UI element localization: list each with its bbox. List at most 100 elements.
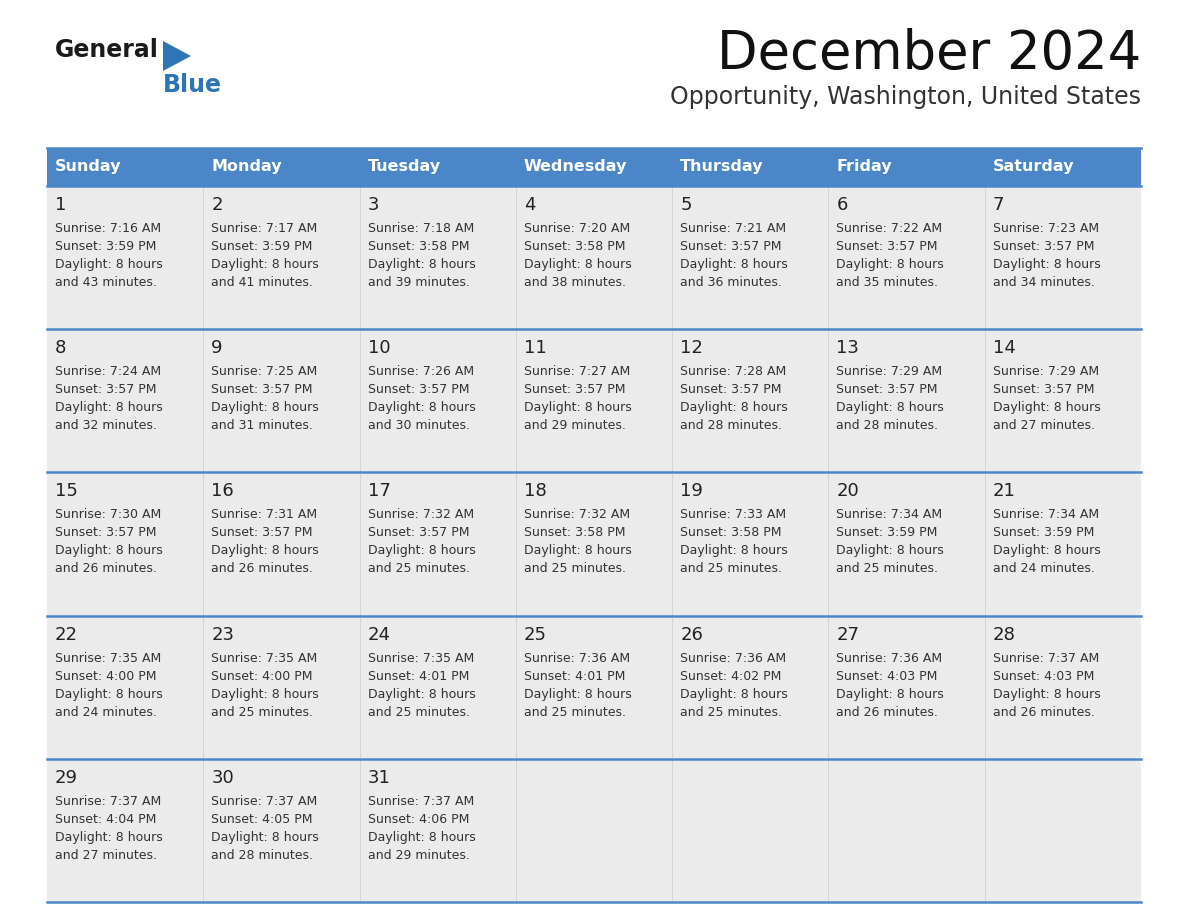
- Text: Sunset: 3:57 PM: Sunset: 3:57 PM: [211, 526, 312, 540]
- Text: 6: 6: [836, 196, 848, 214]
- Text: Daylight: 8 hours: Daylight: 8 hours: [681, 401, 788, 414]
- Text: Monday: Monday: [211, 160, 282, 174]
- Text: 24: 24: [367, 625, 391, 644]
- Text: Daylight: 8 hours: Daylight: 8 hours: [993, 258, 1100, 271]
- Text: Daylight: 8 hours: Daylight: 8 hours: [55, 688, 163, 700]
- Text: Tuesday: Tuesday: [367, 160, 441, 174]
- Text: 19: 19: [681, 482, 703, 500]
- Text: 25: 25: [524, 625, 546, 644]
- Text: Daylight: 8 hours: Daylight: 8 hours: [993, 544, 1100, 557]
- Text: 4: 4: [524, 196, 536, 214]
- Text: Sunrise: 7:25 AM: Sunrise: 7:25 AM: [211, 365, 317, 378]
- Text: Friday: Friday: [836, 160, 892, 174]
- Text: Sunset: 3:57 PM: Sunset: 3:57 PM: [367, 383, 469, 397]
- Text: 20: 20: [836, 482, 859, 500]
- Text: 11: 11: [524, 339, 546, 357]
- Text: Sunset: 3:58 PM: Sunset: 3:58 PM: [524, 526, 625, 540]
- Text: 26: 26: [681, 625, 703, 644]
- Text: General: General: [55, 38, 159, 62]
- Text: Sunrise: 7:17 AM: Sunrise: 7:17 AM: [211, 222, 317, 235]
- Text: Sunrise: 7:28 AM: Sunrise: 7:28 AM: [681, 365, 786, 378]
- Text: and 43 minutes.: and 43 minutes.: [55, 276, 157, 289]
- Text: and 41 minutes.: and 41 minutes.: [211, 276, 314, 289]
- Text: and 34 minutes.: and 34 minutes.: [993, 276, 1094, 289]
- Text: Daylight: 8 hours: Daylight: 8 hours: [681, 544, 788, 557]
- Text: Sunset: 3:57 PM: Sunset: 3:57 PM: [211, 383, 312, 397]
- Text: Daylight: 8 hours: Daylight: 8 hours: [836, 544, 944, 557]
- Text: 18: 18: [524, 482, 546, 500]
- Text: Daylight: 8 hours: Daylight: 8 hours: [211, 258, 320, 271]
- Bar: [48, 759, 1140, 902]
- Text: and 30 minutes.: and 30 minutes.: [367, 420, 469, 432]
- Text: 9: 9: [211, 339, 223, 357]
- Text: and 25 minutes.: and 25 minutes.: [681, 563, 782, 576]
- Text: Sunset: 4:01 PM: Sunset: 4:01 PM: [367, 669, 469, 683]
- Text: 15: 15: [55, 482, 78, 500]
- Bar: [48, 148, 1140, 186]
- Text: and 26 minutes.: and 26 minutes.: [55, 563, 157, 576]
- Text: and 29 minutes.: and 29 minutes.: [524, 420, 626, 432]
- Text: Daylight: 8 hours: Daylight: 8 hours: [524, 258, 632, 271]
- Text: and 24 minutes.: and 24 minutes.: [55, 706, 157, 719]
- Text: Daylight: 8 hours: Daylight: 8 hours: [836, 258, 944, 271]
- Text: Sunset: 3:59 PM: Sunset: 3:59 PM: [55, 240, 157, 253]
- Text: Sunrise: 7:23 AM: Sunrise: 7:23 AM: [993, 222, 1099, 235]
- Text: Daylight: 8 hours: Daylight: 8 hours: [367, 688, 475, 700]
- Text: and 31 minutes.: and 31 minutes.: [211, 420, 314, 432]
- Text: and 27 minutes.: and 27 minutes.: [55, 849, 157, 862]
- Text: Sunrise: 7:32 AM: Sunrise: 7:32 AM: [367, 509, 474, 521]
- Text: Sunrise: 7:20 AM: Sunrise: 7:20 AM: [524, 222, 630, 235]
- Text: 23: 23: [211, 625, 234, 644]
- Text: 10: 10: [367, 339, 390, 357]
- Text: and 25 minutes.: and 25 minutes.: [524, 563, 626, 576]
- Text: and 38 minutes.: and 38 minutes.: [524, 276, 626, 289]
- Text: 1: 1: [55, 196, 67, 214]
- Text: Sunrise: 7:33 AM: Sunrise: 7:33 AM: [681, 509, 786, 521]
- Text: Sunrise: 7:24 AM: Sunrise: 7:24 AM: [55, 365, 162, 378]
- Text: 29: 29: [55, 768, 78, 787]
- Text: Sunset: 3:58 PM: Sunset: 3:58 PM: [524, 240, 625, 253]
- Text: Sunset: 3:57 PM: Sunset: 3:57 PM: [993, 383, 1094, 397]
- Text: and 26 minutes.: and 26 minutes.: [993, 706, 1094, 719]
- Text: Daylight: 8 hours: Daylight: 8 hours: [836, 401, 944, 414]
- Bar: [48, 186, 1140, 330]
- Text: and 26 minutes.: and 26 minutes.: [211, 563, 314, 576]
- Text: Sunrise: 7:37 AM: Sunrise: 7:37 AM: [367, 795, 474, 808]
- Text: 2: 2: [211, 196, 223, 214]
- Text: 14: 14: [993, 339, 1016, 357]
- Bar: [48, 616, 1140, 759]
- Text: Sunset: 3:57 PM: Sunset: 3:57 PM: [681, 383, 782, 397]
- Text: Sunrise: 7:37 AM: Sunrise: 7:37 AM: [993, 652, 1099, 665]
- Text: Sunset: 4:00 PM: Sunset: 4:00 PM: [211, 669, 312, 683]
- Text: Daylight: 8 hours: Daylight: 8 hours: [367, 544, 475, 557]
- Text: Sunset: 3:59 PM: Sunset: 3:59 PM: [993, 526, 1094, 540]
- Text: Sunset: 4:03 PM: Sunset: 4:03 PM: [993, 669, 1094, 683]
- Text: Sunset: 4:01 PM: Sunset: 4:01 PM: [524, 669, 625, 683]
- Text: Sunrise: 7:35 AM: Sunrise: 7:35 AM: [211, 652, 317, 665]
- Text: 12: 12: [681, 339, 703, 357]
- Text: Daylight: 8 hours: Daylight: 8 hours: [55, 831, 163, 844]
- Text: Sunrise: 7:36 AM: Sunrise: 7:36 AM: [836, 652, 942, 665]
- Text: 22: 22: [55, 625, 78, 644]
- Text: Sunrise: 7:31 AM: Sunrise: 7:31 AM: [211, 509, 317, 521]
- Text: and 25 minutes.: and 25 minutes.: [836, 563, 939, 576]
- Text: Daylight: 8 hours: Daylight: 8 hours: [55, 401, 163, 414]
- Text: Sunrise: 7:35 AM: Sunrise: 7:35 AM: [55, 652, 162, 665]
- Text: and 25 minutes.: and 25 minutes.: [211, 706, 314, 719]
- Text: Daylight: 8 hours: Daylight: 8 hours: [836, 688, 944, 700]
- Text: Blue: Blue: [163, 73, 222, 97]
- Text: Daylight: 8 hours: Daylight: 8 hours: [211, 401, 320, 414]
- Text: Sunset: 3:57 PM: Sunset: 3:57 PM: [55, 383, 157, 397]
- Text: and 36 minutes.: and 36 minutes.: [681, 276, 782, 289]
- Text: Sunrise: 7:16 AM: Sunrise: 7:16 AM: [55, 222, 162, 235]
- Text: Sunrise: 7:18 AM: Sunrise: 7:18 AM: [367, 222, 474, 235]
- Text: Sunrise: 7:37 AM: Sunrise: 7:37 AM: [55, 795, 162, 808]
- Text: Sunset: 3:58 PM: Sunset: 3:58 PM: [681, 526, 782, 540]
- Text: Daylight: 8 hours: Daylight: 8 hours: [55, 544, 163, 557]
- Text: Sunrise: 7:29 AM: Sunrise: 7:29 AM: [836, 365, 942, 378]
- Bar: [48, 330, 1140, 473]
- Text: 7: 7: [993, 196, 1004, 214]
- Text: Sunset: 3:57 PM: Sunset: 3:57 PM: [993, 240, 1094, 253]
- Text: Daylight: 8 hours: Daylight: 8 hours: [55, 258, 163, 271]
- Text: 17: 17: [367, 482, 391, 500]
